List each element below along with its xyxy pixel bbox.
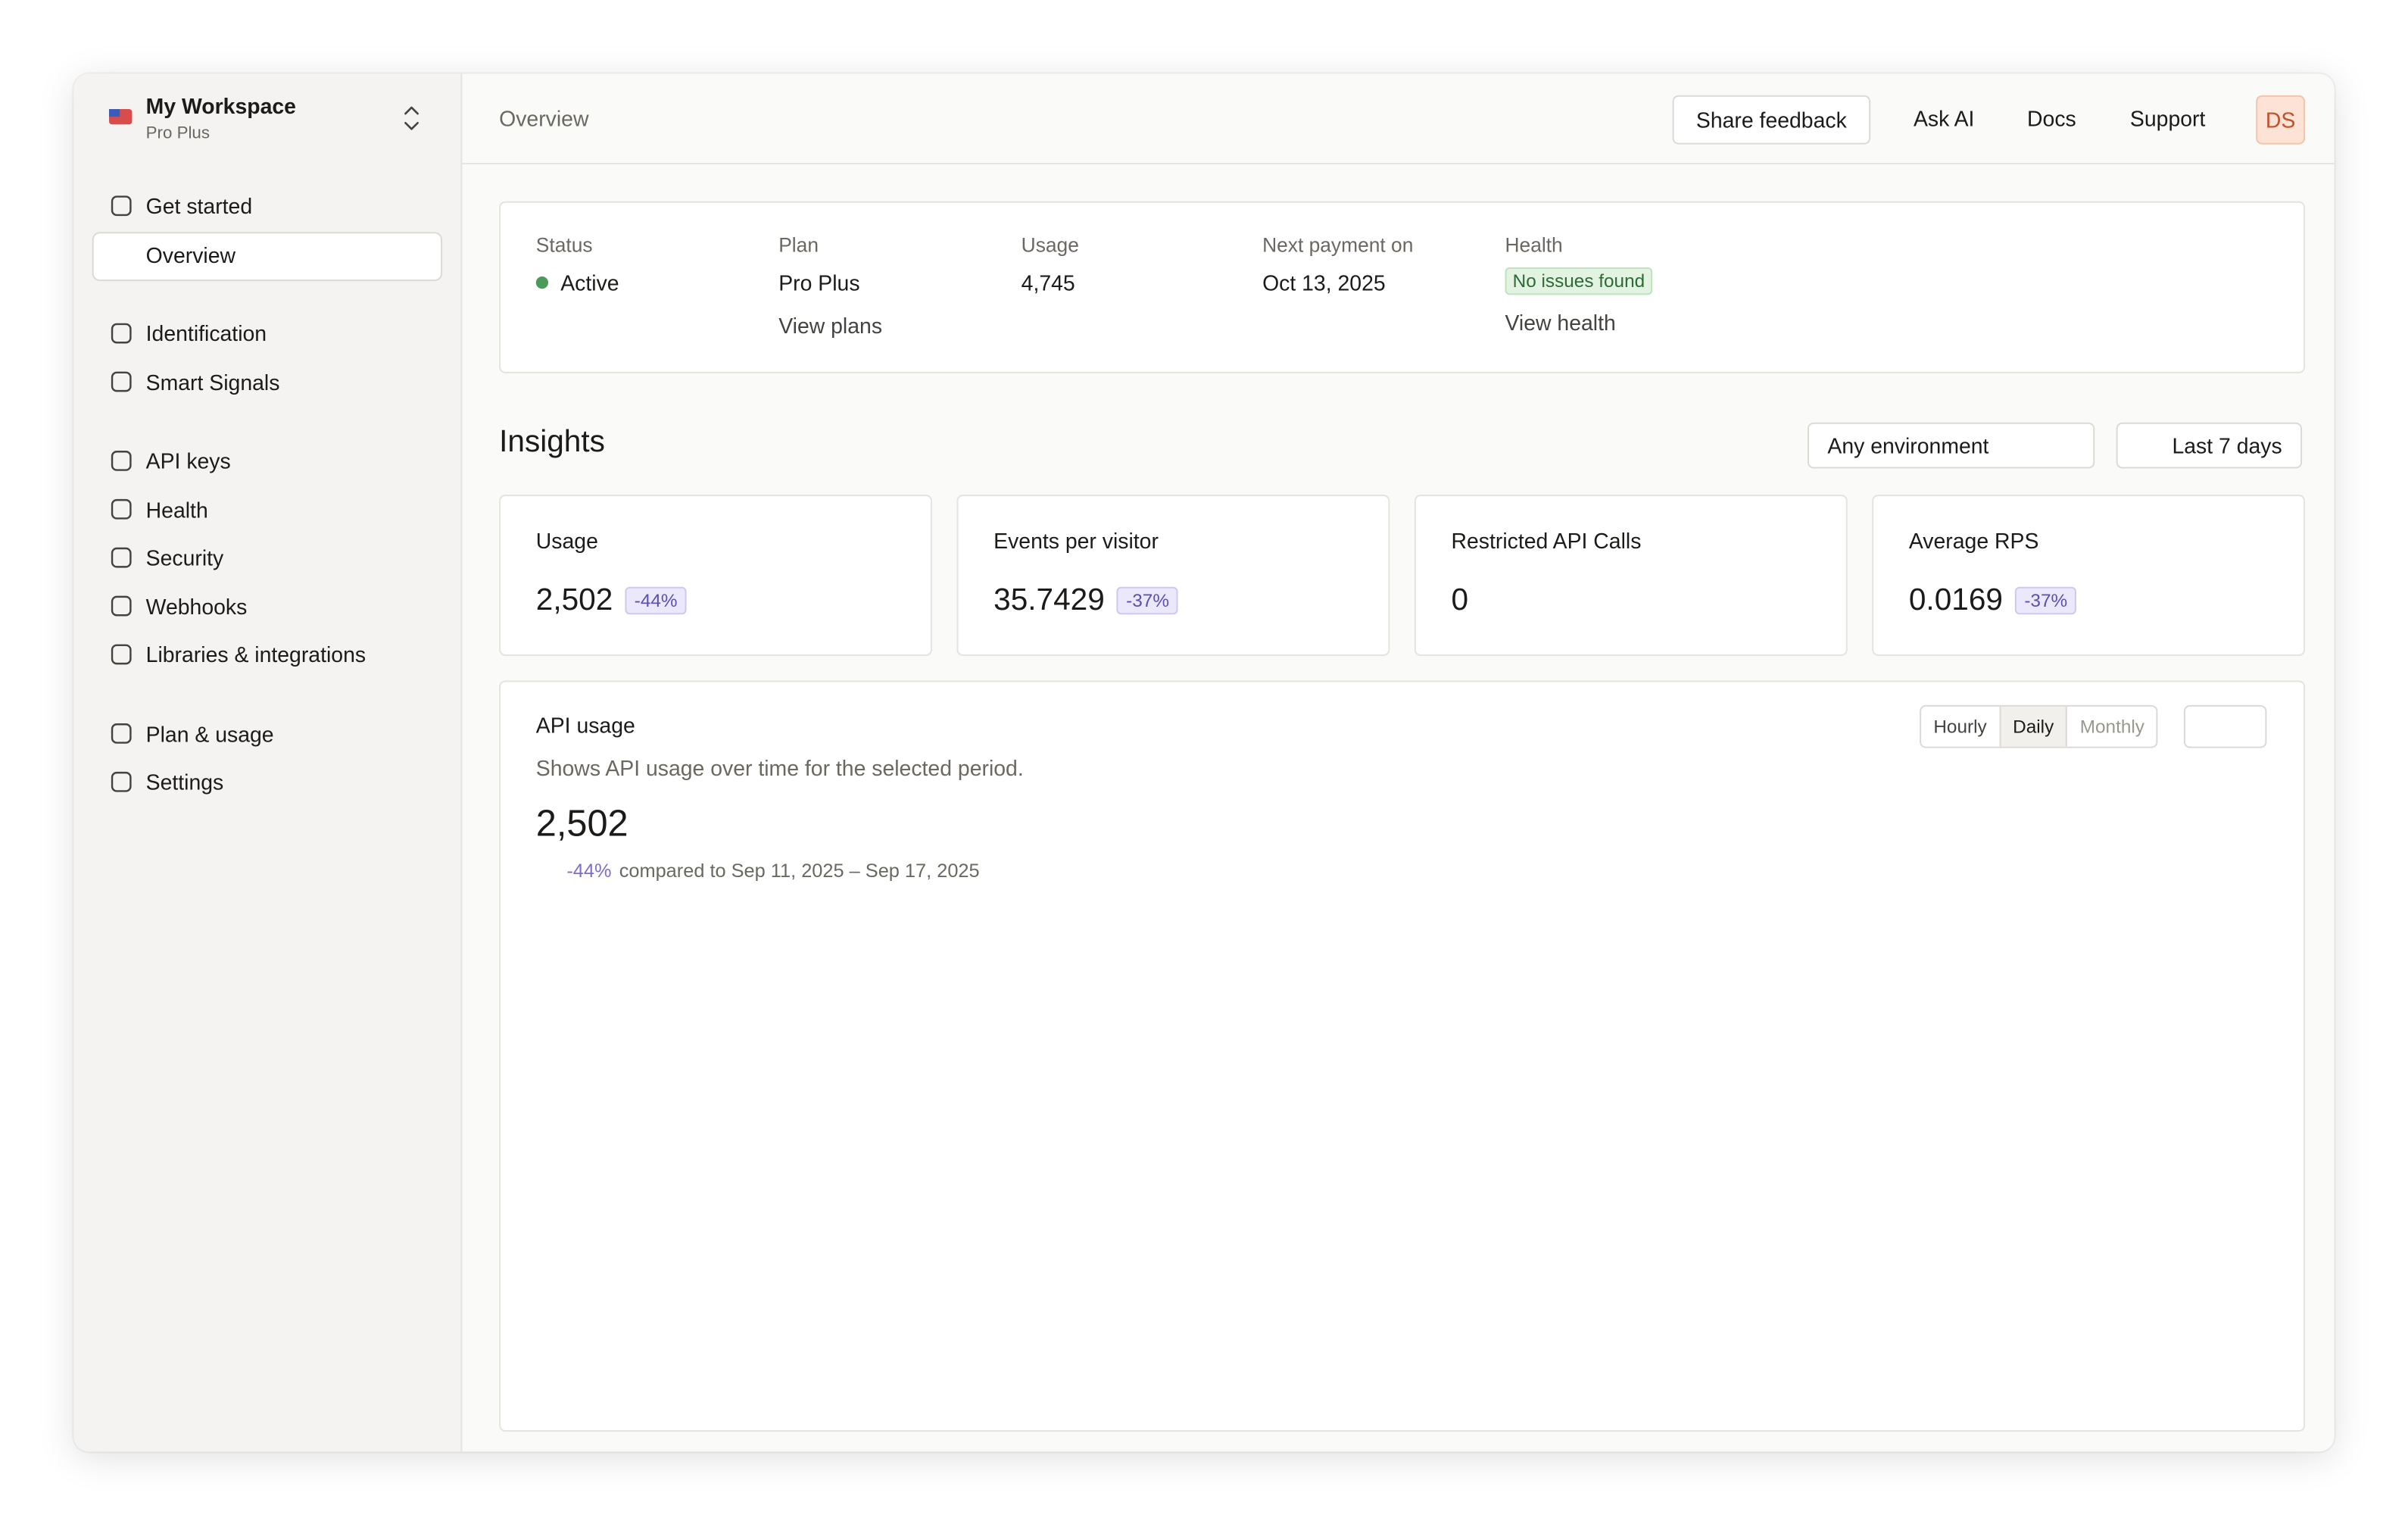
health-badge: No issues found bbox=[1505, 267, 1653, 295]
metric-label: Average RPS bbox=[1908, 528, 2039, 554]
field-value-text: Pro Plus bbox=[778, 270, 860, 295]
metric-value-row: 2,502 -44% bbox=[536, 581, 687, 621]
metric-change: -37% bbox=[2015, 586, 2077, 615]
api-total: 2,502 bbox=[535, 803, 629, 845]
metric-value: 2,502 bbox=[535, 583, 613, 618]
granularity-option[interactable]: Hourly bbox=[1933, 716, 1987, 738]
granularity: Hourly Daily Monthly bbox=[1920, 704, 2159, 748]
field-value-text: Active bbox=[560, 270, 619, 295]
header-divider bbox=[460, 162, 2335, 165]
field-value: Active bbox=[535, 267, 619, 298]
metric-label: Events per visitor bbox=[993, 528, 1159, 554]
field-label: Plan bbox=[778, 233, 819, 257]
nav-icon bbox=[111, 644, 132, 665]
field-label: Health bbox=[1505, 233, 1563, 257]
metric-value-row: 0 bbox=[1452, 581, 1469, 621]
metric-value: 35.7429 bbox=[993, 583, 1105, 618]
field-value: Pro Plus bbox=[778, 267, 882, 298]
metric-change: -37% bbox=[1117, 586, 1179, 615]
nav-icon bbox=[111, 498, 132, 520]
breadcrumb: Overview bbox=[499, 105, 589, 131]
status-card bbox=[499, 201, 2306, 373]
nav-icon bbox=[111, 547, 132, 568]
api-title: API usage bbox=[535, 713, 635, 738]
field-value: 4,745 bbox=[1022, 267, 1079, 298]
nav-icon bbox=[111, 451, 132, 471]
api-description: Shows API usage over time for the select… bbox=[535, 755, 1024, 781]
metric-value: 0.0169 bbox=[1908, 583, 2003, 618]
range-select[interactable]: Last 7 days bbox=[2116, 422, 2303, 469]
nav-icon bbox=[111, 195, 132, 217]
workspace-name: My Workspace bbox=[145, 93, 296, 119]
nav-item[interactable]: Identification bbox=[145, 320, 267, 346]
status-dot bbox=[535, 276, 549, 289]
metric-change: -44% bbox=[625, 586, 687, 615]
api-card bbox=[499, 680, 2306, 1432]
field-label: Usage bbox=[1021, 233, 1079, 257]
environment-select[interactable]: Any environment bbox=[1808, 422, 2095, 469]
metric-label: Restricted API Calls bbox=[1451, 528, 1642, 554]
status-field: Next payment on Oct 13, 2025 bbox=[1262, 230, 1413, 298]
nav-item[interactable]: Settings bbox=[145, 770, 224, 795]
header-link[interactable]: Ask AI bbox=[1913, 105, 1975, 131]
field-link[interactable]: View plans bbox=[778, 313, 883, 339]
share-feedback[interactable]: Share feedback bbox=[1672, 95, 1871, 145]
view-toggle[interactable] bbox=[2183, 704, 2267, 748]
field-label: Status bbox=[535, 233, 593, 257]
field-value-text: Oct 13, 2025 bbox=[1262, 270, 1386, 295]
granularity-option[interactable]: Monthly bbox=[2079, 716, 2144, 738]
status-field: Health No issues found View health bbox=[1505, 230, 1653, 338]
status-field: Usage 4,745 bbox=[1022, 230, 1079, 298]
nav-item[interactable]: Webhooks bbox=[145, 593, 248, 619]
nav-item[interactable]: Plan & usage bbox=[145, 721, 274, 746]
nav-item[interactable]: Health bbox=[145, 497, 208, 522]
nav-item[interactable]: Security bbox=[145, 545, 224, 570]
nav-item[interactable]: API keys bbox=[145, 448, 231, 473]
sidebar bbox=[73, 73, 463, 1452]
metric-value: 0 bbox=[1451, 583, 1469, 618]
avatar[interactable]: DS bbox=[2256, 95, 2306, 145]
switch-icon bbox=[404, 106, 419, 130]
metric-value-row: 35.7429 -37% bbox=[993, 581, 1179, 621]
field-label: Next payment on bbox=[1262, 233, 1414, 257]
header-link[interactable]: Support bbox=[2129, 105, 2206, 131]
nav-icon bbox=[111, 595, 132, 617]
nav-item[interactable]: Smart Signals bbox=[145, 369, 280, 395]
nav-item[interactable]: Get started bbox=[145, 193, 253, 218]
metric-card bbox=[956, 495, 1390, 656]
nav-item[interactable]: Libraries & integrations bbox=[145, 642, 367, 667]
status-field: Plan Pro Plus View plans bbox=[778, 230, 882, 341]
field-value: Oct 13, 2025 bbox=[1262, 267, 1413, 298]
api-change-row: -44% compared to Sep 11, 2025 – Sep 17, 2… bbox=[536, 857, 980, 885]
api-comparison: compared to Sep 11, 2025 – Sep 17, 2025 bbox=[619, 860, 980, 882]
nav-active bbox=[92, 231, 443, 281]
header-link[interactable]: Docs bbox=[2027, 105, 2076, 131]
nav-icon bbox=[111, 771, 132, 792]
status-field: Status Active bbox=[535, 230, 619, 298]
workspace-plan: Pro Plus bbox=[145, 124, 210, 143]
flag-canton bbox=[108, 108, 120, 117]
metric-value-row: 0.0169 -37% bbox=[1908, 581, 2077, 621]
nav-icon bbox=[111, 323, 132, 344]
granularity-option[interactable]: Daily bbox=[1998, 706, 2068, 747]
field-link[interactable]: View health bbox=[1505, 310, 1616, 336]
nav-icon bbox=[111, 371, 132, 392]
metric-card bbox=[499, 495, 933, 656]
api-change: -44% bbox=[566, 860, 612, 882]
metric-card bbox=[1872, 495, 2306, 656]
metric-card bbox=[1414, 495, 1848, 656]
insights-title: Insights bbox=[499, 425, 605, 460]
metric-label: Usage bbox=[535, 528, 598, 554]
field-value-text: 4,745 bbox=[1021, 270, 1075, 295]
nav-icon bbox=[111, 723, 132, 744]
nav-item[interactable]: Overview bbox=[145, 242, 236, 267]
